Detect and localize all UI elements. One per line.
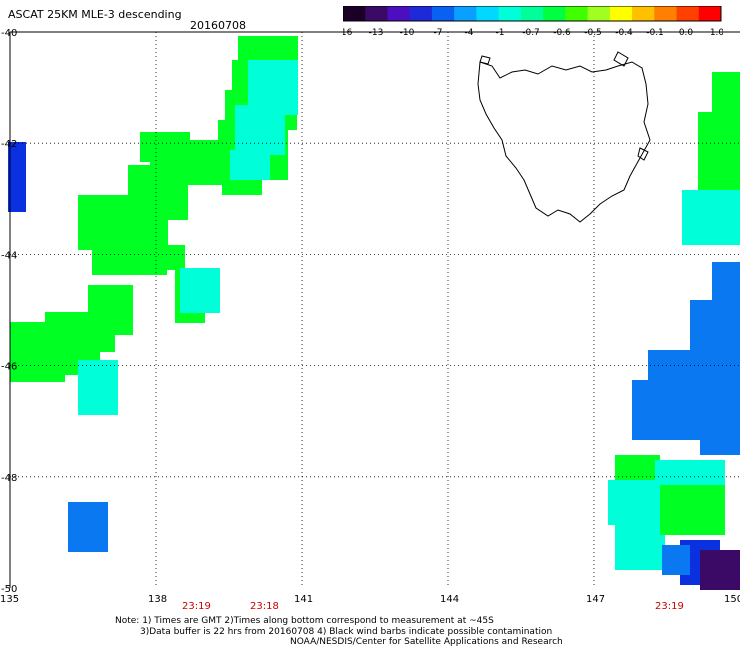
lon-label: 147 — [586, 594, 605, 605]
colorbar-swatch — [676, 6, 700, 21]
data-block — [235, 105, 285, 155]
colorbar-swatch — [543, 6, 566, 21]
data-block — [660, 485, 725, 535]
colorbar-swatch — [565, 6, 589, 21]
colorbar-swatch — [609, 6, 633, 21]
footnotes: Note: 1) Times are GMT 2)Times along bot… — [115, 616, 563, 648]
data-block — [662, 545, 690, 575]
data-block — [712, 262, 740, 307]
colorbar-swatch — [365, 6, 388, 21]
lat-label: -40 — [1, 28, 17, 39]
lat-label: -44 — [1, 250, 17, 261]
footnote-line-3: NOAA/NESDIS/Center for Satellite Applica… — [290, 637, 563, 647]
lon-label: 135 — [0, 594, 19, 605]
footnote-line-1: Note: 1) Times are GMT 2)Times along bot… — [115, 616, 494, 626]
colorbar: -16-13-10-7-4-1-0.7-0.6-0.5-0.4-0.10.01.… — [343, 6, 723, 36]
data-block — [68, 502, 108, 552]
colorbar-swatch — [454, 6, 477, 21]
colorbar-swatch — [587, 6, 611, 21]
data-block — [608, 480, 663, 525]
data-block — [78, 360, 118, 415]
colorbar-swatch — [632, 6, 655, 21]
colorbar-swatch — [343, 6, 366, 21]
data-block — [92, 240, 167, 275]
product-date: 20160708 — [190, 19, 246, 32]
data-block — [700, 550, 740, 590]
data-block — [615, 520, 665, 570]
colorbar-swatch — [498, 6, 522, 21]
data-block — [700, 360, 740, 455]
lat-label: -46 — [1, 362, 17, 373]
footnote-line-2: 3)Data buffer is 22 hrs from 20160708 4)… — [140, 626, 553, 637]
time-label: 23:19 — [655, 601, 684, 612]
data-block — [712, 72, 740, 112]
lat-label: -48 — [1, 473, 17, 484]
data-block — [682, 190, 740, 245]
flinders-island — [613, 51, 629, 67]
colorbar-swatch — [431, 6, 455, 21]
colorbar-swatch — [476, 6, 500, 21]
king-island — [479, 55, 491, 65]
colorbar-swatch — [387, 6, 411, 21]
lat-label: -42 — [1, 139, 17, 150]
lon-label: 141 — [294, 594, 313, 605]
lon-label: 150 — [724, 594, 740, 605]
time-label: 23:18 — [250, 601, 279, 612]
maria-island — [637, 147, 649, 161]
product-title: ASCAT 25KM MLE-3 descending — [8, 8, 182, 21]
colorbar-swatch — [520, 6, 544, 21]
data-block — [632, 380, 682, 440]
data-block — [155, 245, 185, 270]
data-block — [230, 150, 270, 180]
data-block — [10, 322, 65, 382]
colorbar-swatch — [698, 6, 722, 21]
time-label: 23:19 — [182, 601, 211, 612]
colorbar-swatch — [409, 6, 433, 21]
lon-label: 138 — [148, 594, 167, 605]
colorbar-frame — [343, 6, 722, 22]
lon-label: 144 — [440, 594, 459, 605]
data-block — [698, 112, 740, 192]
data-block — [8, 142, 26, 212]
tasmania-coastline — [477, 61, 651, 223]
data-block — [180, 268, 220, 313]
colorbar-swatch — [654, 6, 678, 21]
lat-label: -50 — [1, 584, 17, 595]
